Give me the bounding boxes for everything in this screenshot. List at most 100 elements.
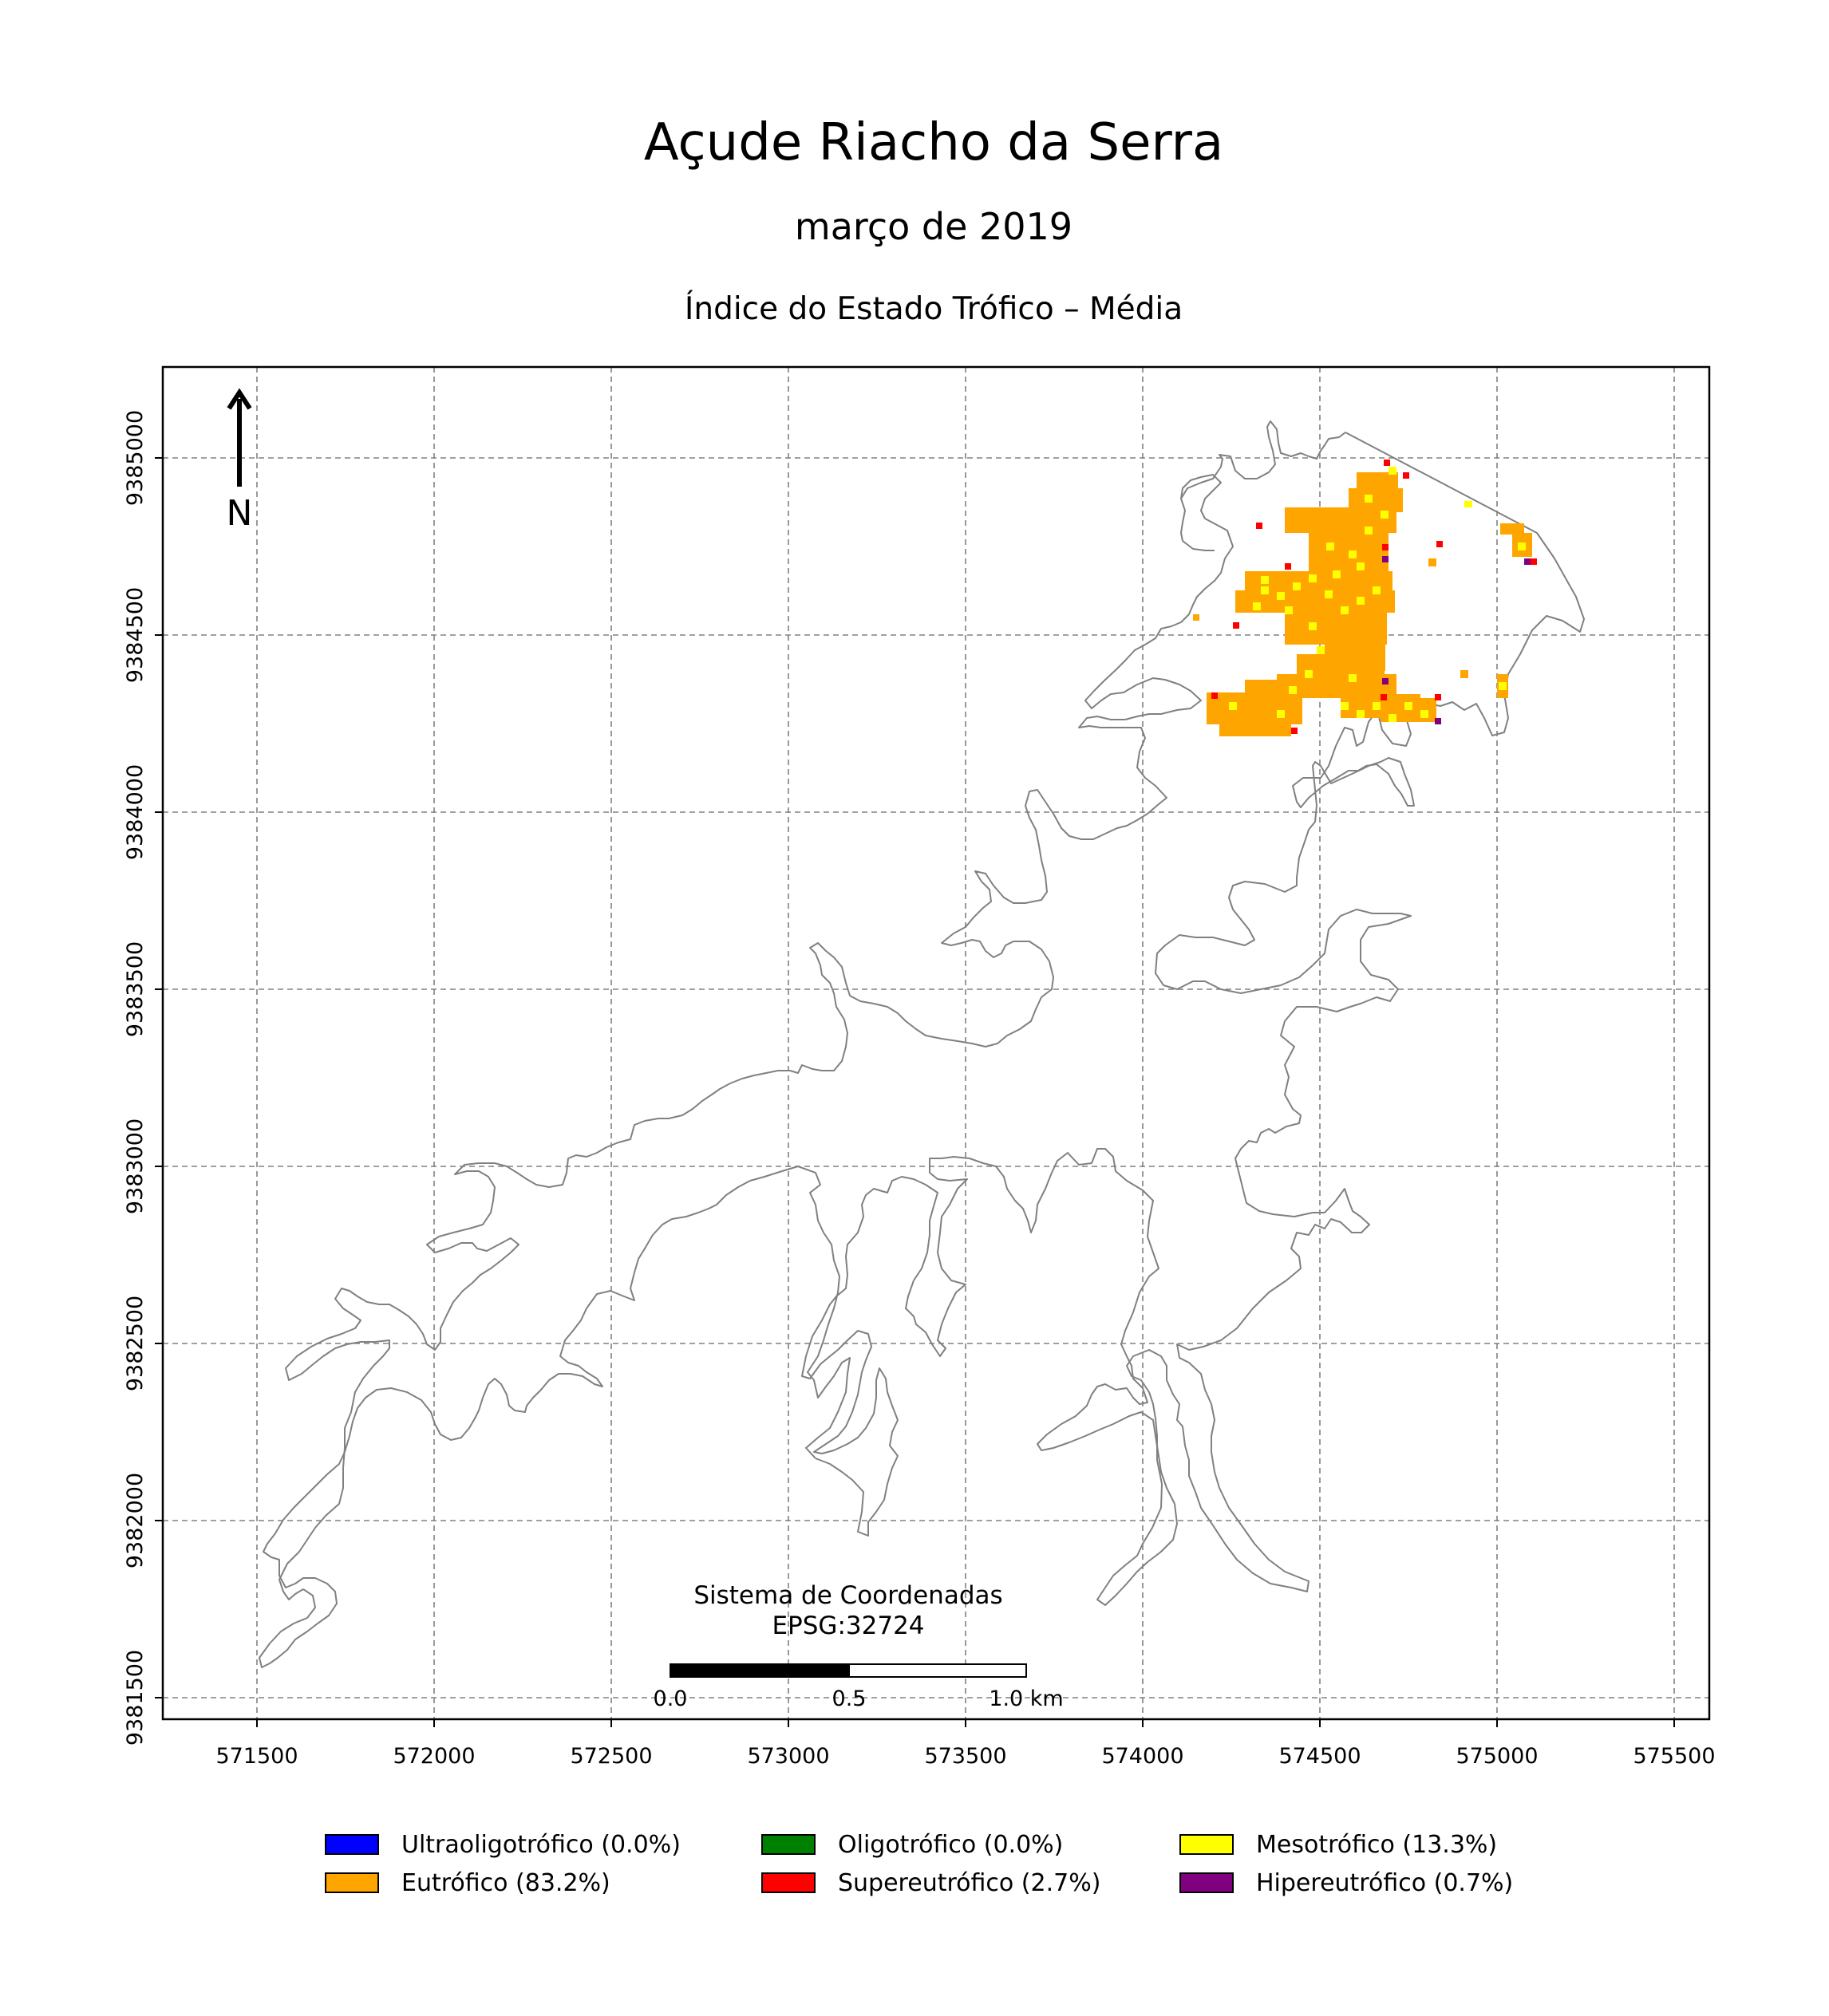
mesotrofico-cell — [1499, 682, 1507, 690]
supereutrofico-cell — [1382, 544, 1389, 550]
mesotrofico-cell — [1357, 597, 1365, 605]
mesotrofico-cell — [1420, 710, 1428, 718]
hipereutrofico-cell — [1435, 718, 1441, 724]
supereutrofico-cell — [1291, 728, 1298, 734]
supereutrofico-cell — [1403, 472, 1409, 479]
grid-lines — [163, 367, 1709, 1719]
tick-marks — [155, 457, 1675, 1727]
mesotrofico-cell — [1293, 582, 1301, 590]
supereutrofico-area — [1211, 460, 1537, 734]
supereutrofico-cell — [1256, 523, 1262, 529]
eutrofico-cell — [1500, 523, 1524, 535]
reservoir-outline — [259, 420, 1585, 1668]
reservoir-outline-center — [259, 1166, 851, 1668]
eutrofico-cell — [1193, 614, 1199, 621]
mesotrofico-cell — [1325, 590, 1333, 598]
eutrofico-cell — [1460, 670, 1468, 678]
crs-label: Sistema de Coordenadas — [693, 1581, 1002, 1610]
supereutrofico-cell — [1384, 460, 1390, 466]
legend-label-mesotrofico: Mesotrófico (13.3%) — [1256, 1830, 1498, 1859]
mesotrofico-cell — [1373, 702, 1381, 710]
mesotrofico-cell — [1389, 467, 1396, 475]
mesotrofico-cell — [1277, 710, 1285, 718]
scale-bar-black-segment — [670, 1663, 850, 1678]
supereutrofico-cell — [1233, 622, 1239, 629]
reservoir-outline-west — [801, 1148, 1175, 1537]
supereutrofico-cell — [1211, 692, 1218, 699]
eutrofico-cell — [1357, 472, 1398, 488]
mesotrofico-cell — [1389, 714, 1396, 722]
mesotrofico-cell — [1518, 542, 1526, 550]
mesotrofico-area — [1229, 467, 1526, 722]
mesotrofico-cell — [1357, 562, 1365, 570]
scale-bar-label-start: 0.0 — [654, 1687, 688, 1711]
north-arrow: N — [227, 388, 253, 534]
legend-swatch-supereutrofico — [761, 1872, 816, 1893]
legend-item-supereutrofico: Supereutrófico (2.7%) — [761, 1865, 1100, 1900]
y-tick-label: 9384500 — [123, 587, 148, 683]
supereutrofico-cell — [1436, 541, 1443, 547]
mesotrofico-cell — [1333, 570, 1341, 578]
north-arrow-label: N — [227, 493, 253, 534]
supereutrofico-cell — [1285, 563, 1291, 570]
north-arrow-head-icon — [227, 388, 252, 410]
x-tick-label: 573000 — [747, 1744, 829, 1769]
scale-bar-label-end: 1.0 km — [989, 1687, 1063, 1711]
scale-bar-label-mid: 0.5 — [832, 1687, 867, 1711]
mesotrofico-cell — [1381, 511, 1389, 519]
y-tick-label: 9383500 — [123, 941, 148, 1037]
hipereutrofico-cell — [1524, 558, 1531, 565]
x-tick-label: 575500 — [1633, 1744, 1715, 1769]
mesotrofico-cell — [1357, 710, 1365, 718]
map-title: Açude Riacho da Serra — [644, 113, 1223, 172]
crs-code: EPSG:32724 — [772, 1612, 924, 1640]
mesotrofico-cell — [1365, 495, 1373, 503]
eutrofico-cell — [1245, 680, 1298, 696]
mesotrofico-cell — [1317, 646, 1325, 654]
x-tick-label: 572000 — [393, 1744, 475, 1769]
x-tick-label: 572500 — [570, 1744, 652, 1769]
mesotrofico-cell — [1229, 702, 1237, 710]
legend-swatch-mesotrofico — [1179, 1834, 1234, 1855]
mesotrofico-cell — [1305, 670, 1313, 678]
reservoir-outline-main — [1096, 432, 1585, 1606]
legend: Ultraoligotrófico (0.0%) Oligotrófico (0… — [319, 1827, 1596, 1915]
y-tick-label: 9382000 — [123, 1473, 148, 1568]
x-tick-labels: 571500 572000 572500 573000 573500 57400… — [215, 1744, 1715, 1769]
trophic-pixels — [1193, 460, 1537, 736]
x-tick-label: 574500 — [1278, 1744, 1361, 1769]
reservoir-outline-north — [1180, 420, 1346, 499]
y-tick-label: 9385000 — [123, 410, 148, 506]
mesotrofico-cell — [1289, 686, 1297, 694]
scale-bar-white-segment — [848, 1663, 1027, 1678]
mesotrofico-cell — [1326, 542, 1334, 550]
mesotrofico-cell — [1349, 674, 1357, 682]
x-tick-label: 574000 — [1101, 1744, 1183, 1769]
legend-swatch-oligotrofico — [761, 1834, 816, 1855]
legend-item-oligotrofico: Oligotrófico (0.0%) — [761, 1827, 1063, 1862]
mesotrofico-cell — [1253, 602, 1261, 610]
y-tick-labels: 9381500 9382000 9382500 9383000 9383500 … — [123, 410, 148, 1746]
eutrofico-cell — [1285, 507, 1396, 533]
legend-label-eutrofico: Eutrófico (83.2%) — [401, 1868, 610, 1897]
legend-item-hipereutrofico: Hipereutrófico (0.7%) — [1179, 1865, 1513, 1900]
y-tick-label: 9381500 — [123, 1650, 148, 1746]
mesotrofico-cell — [1404, 702, 1412, 710]
mesotrofico-cell — [1261, 576, 1269, 584]
supereutrofico-cell — [1531, 558, 1537, 565]
map-subtitle: março de 2019 — [795, 205, 1073, 248]
eutrofico-cell — [1219, 722, 1291, 736]
legend-swatch-hipereutrofico — [1179, 1872, 1234, 1893]
reservoir-outline-sw — [278, 474, 1234, 1600]
mesotrofico-cell — [1277, 592, 1285, 600]
eutrofico-cell — [1428, 558, 1436, 566]
axes-frame — [161, 365, 1711, 1721]
mesotrofico-cell — [1349, 550, 1357, 558]
mesotrofico-cell — [1341, 606, 1349, 614]
x-tick-label: 573500 — [924, 1744, 1006, 1769]
y-tick-label: 9382500 — [123, 1296, 148, 1391]
legend-label-oligotrofico: Oligotrófico (0.0%) — [838, 1830, 1064, 1859]
legend-label-ultraoligotrofico: Ultraoligotrófico (0.0%) — [401, 1830, 681, 1859]
x-tick-label: 575000 — [1456, 1744, 1538, 1769]
legend-label-supereutrofico: Supereutrófico (2.7%) — [838, 1868, 1101, 1897]
